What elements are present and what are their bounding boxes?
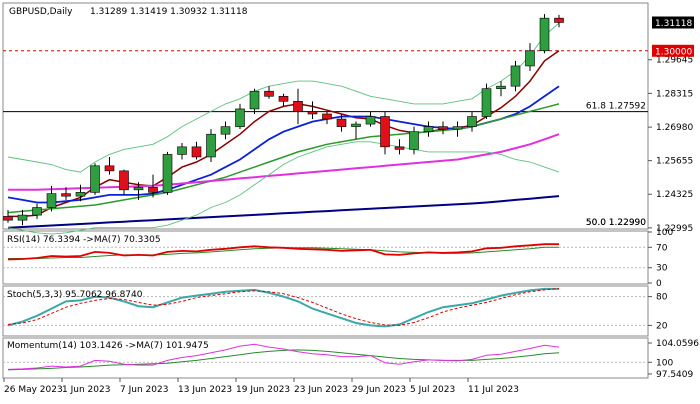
bear-candle <box>554 17 564 23</box>
bull-candle <box>249 90 260 110</box>
stoch-panel-title: Stoch(5,3,3) 95.7062 96.8740 <box>7 290 143 300</box>
rsi-tick-label: 70 <box>656 243 668 253</box>
price-tick-label: 1.22995 <box>656 224 693 234</box>
x-axis: 26 May 2023 1 Jun 2023 7 Jun 2023 13 Jun 20… <box>3 378 519 395</box>
momentum-tick-label: 97.5409 <box>656 370 693 380</box>
price-panel-frame <box>2 2 649 230</box>
sma-slow-line <box>7 103 560 214</box>
bull-candle <box>46 193 57 208</box>
chart-symbol-label: GBPUSD,Daily <box>9 7 73 17</box>
momentum-line <box>7 343 560 370</box>
rsi-tick-label: 100 <box>656 228 673 238</box>
x-tick-label: 1 Jun 2023 <box>62 385 110 395</box>
bull-candle <box>539 17 550 52</box>
x-tick-label: 7 Jun 2023 <box>120 385 168 395</box>
bull-candle <box>206 133 216 158</box>
rsi-line <box>7 243 559 261</box>
bull-candle <box>32 207 42 216</box>
bear-candle <box>191 146 202 158</box>
bear-candle <box>3 216 13 221</box>
stoch-signal-line <box>7 287 560 326</box>
bull-candle <box>177 146 187 155</box>
bear-candle <box>307 111 318 115</box>
x-tick-label: 11 Jul 2023 <box>468 385 519 395</box>
momentum-ma-line <box>7 349 560 371</box>
price-tag-label: 1.30000 <box>655 47 692 57</box>
stoch-tick-label: 20 <box>656 321 668 331</box>
fib-level-label: 61.8 1.27592 <box>586 102 646 112</box>
x-tick-label: 23 Jun 2023 <box>294 385 348 395</box>
chart-ohlc-label: 1.31289 1.31419 1.30932 1.31118 <box>90 7 248 17</box>
momentum-panel-title: Momentum(14) 103.1426 ->MA(7) 101.9475 <box>7 341 209 351</box>
bear-candle <box>119 170 129 191</box>
level-price-tag <box>652 44 694 57</box>
bull-candle <box>423 126 434 132</box>
bull-candle <box>90 165 100 193</box>
x-tick-label: 26 May 2023 <box>4 385 63 395</box>
bull-candle <box>235 108 245 127</box>
bull-candle <box>17 214 28 221</box>
bear-candle <box>148 186 158 193</box>
bb-lower-line <box>7 141 560 235</box>
bull-candle <box>351 123 361 127</box>
x-tick-label: 13 Jun 2023 <box>178 385 232 395</box>
bull-candle <box>365 116 376 125</box>
stoch-panel-frame <box>2 285 649 337</box>
bear-candle <box>61 193 71 197</box>
price-tick-label: 1.26980 <box>656 123 693 133</box>
current-price-tag <box>652 16 694 29</box>
bull-candle <box>75 192 86 197</box>
sma-200-line <box>7 195 560 229</box>
bear-candle <box>394 146 405 150</box>
bear-candle <box>293 101 303 112</box>
bear-candle <box>438 126 448 130</box>
stoch-tick-label: 80 <box>656 293 668 303</box>
momentum-panel-frame <box>2 337 649 379</box>
bull-candle <box>452 126 463 130</box>
bb-upper-line <box>7 22 560 173</box>
price-tick-label: 1.25655 <box>656 157 693 167</box>
fib-level-label: 50.0 1.22990 <box>586 218 646 228</box>
fib-level-label: 50.0 1.22990 <box>586 218 646 228</box>
rsi-panel: 100 70 30 0 <box>3 228 673 289</box>
bull-candle <box>220 126 231 135</box>
bull-candle <box>496 85 506 89</box>
bear-candle <box>336 118 347 127</box>
momentum-tick-label: 100 <box>656 358 673 368</box>
x-tick-label: 5 Jul 2023 <box>410 385 455 395</box>
stoch-panel: 80 20 <box>3 287 668 331</box>
price-tick-label: 1.24325 <box>656 190 693 200</box>
bear-candle <box>264 90 274 97</box>
sma-long-line <box>8 133 560 191</box>
bull-candle <box>162 154 173 193</box>
sma-fast-line <box>8 50 560 218</box>
bear-candle <box>322 113 332 120</box>
bull-candle <box>510 65 521 87</box>
bull-candle <box>525 50 535 67</box>
rsi-panel-frame <box>2 230 649 285</box>
bear-candle <box>380 116 390 148</box>
x-tick-label: 19 Jun 2023 <box>236 385 290 395</box>
rsi-panel-title: RSI(14) 76.3394 ->MA(7) 70.3305 <box>7 235 161 245</box>
x-tick-label: 29 Jun 2023 <box>352 385 406 395</box>
price-tag-label: 1.31118 <box>655 19 692 29</box>
bull-candle <box>409 131 419 150</box>
momentum-panel: 104.0596 100 97.5409 <box>3 339 699 380</box>
momentum-tick-label: 104.0596 <box>656 339 699 349</box>
bear-candle <box>104 165 115 172</box>
rsi-tick-label: 30 <box>656 264 668 274</box>
rsi-tick-label: 0 <box>656 279 662 289</box>
bull-candle <box>481 88 492 117</box>
price-tick-label: 1.28315 <box>656 89 693 99</box>
bull-candle <box>467 116 477 127</box>
stoch-main-line <box>7 287 559 328</box>
bear-candle <box>278 95 289 102</box>
price-tick-label: 1.29645 <box>656 56 693 66</box>
bull-candle <box>133 186 144 191</box>
